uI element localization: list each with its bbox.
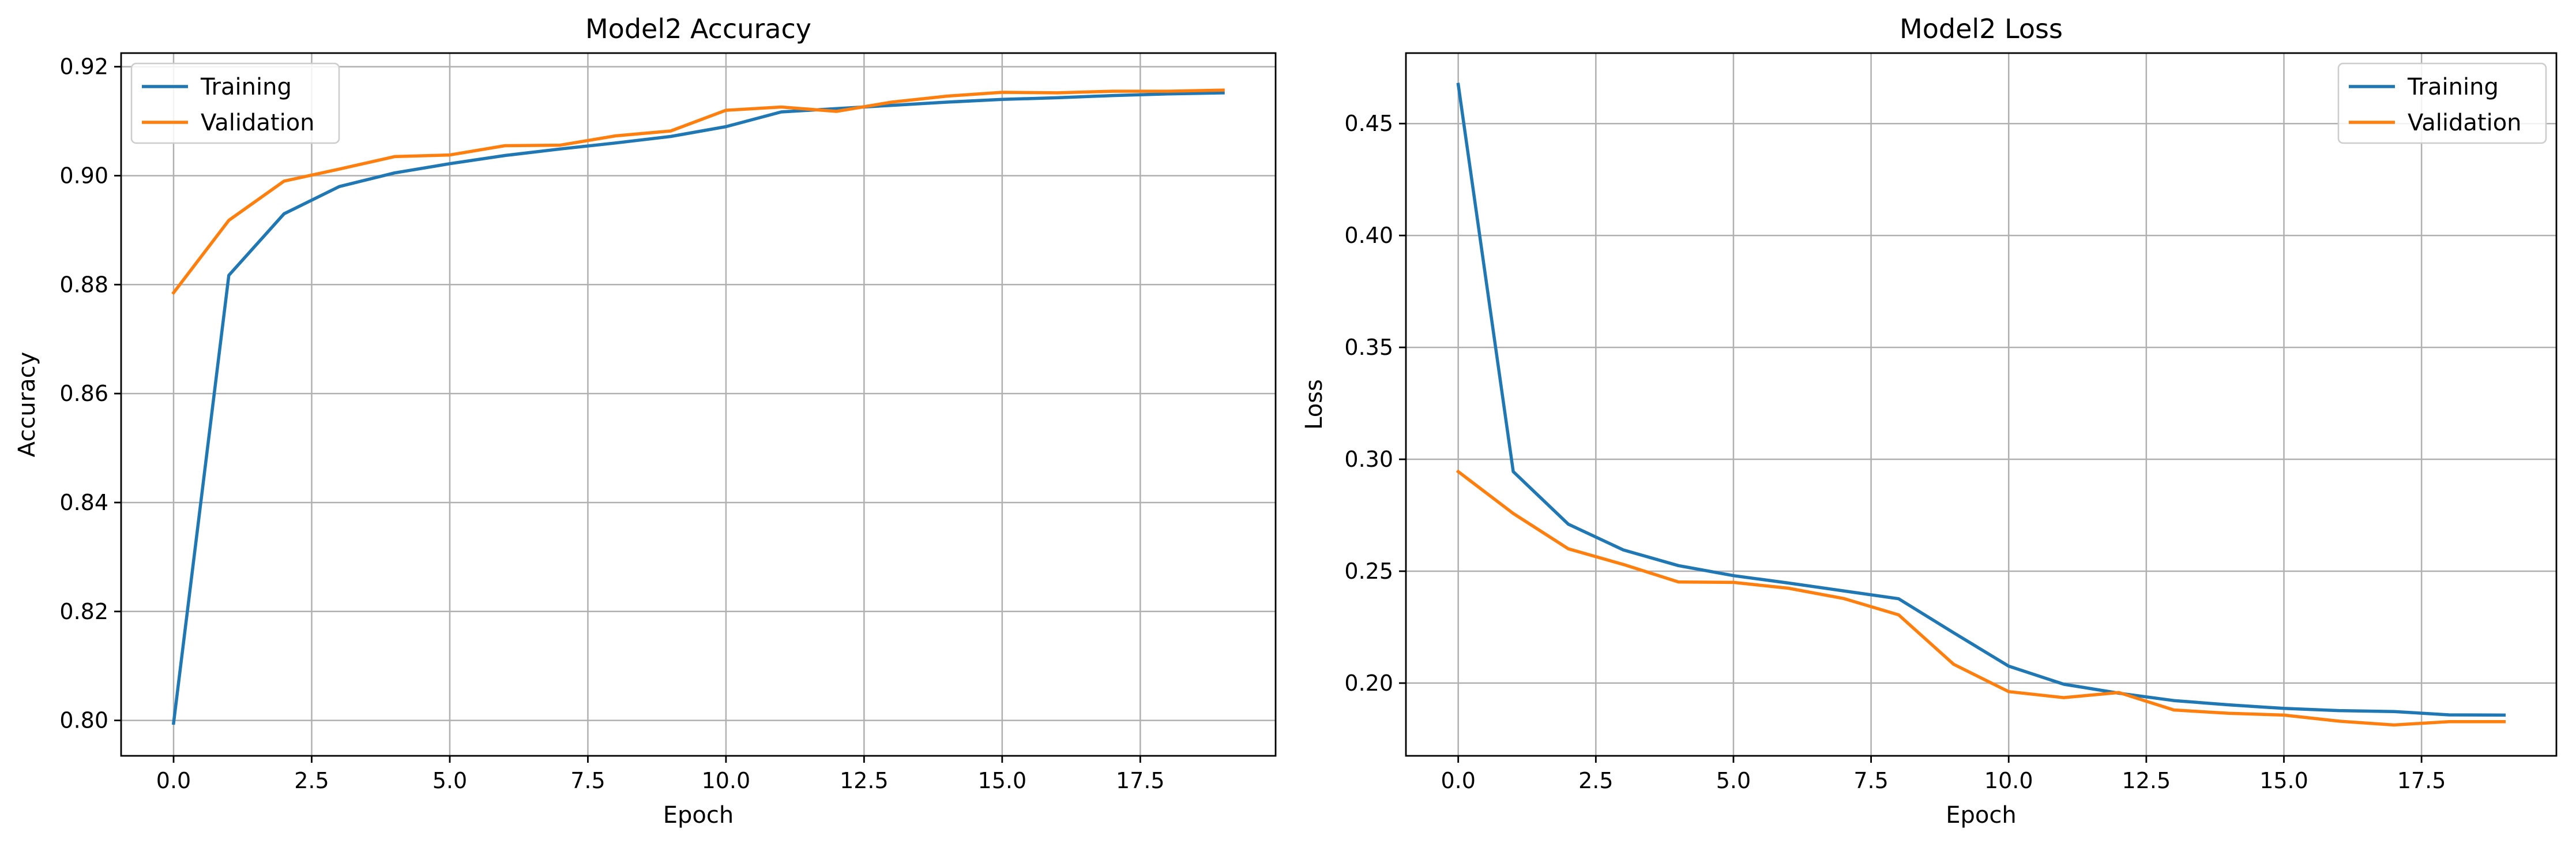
x-axis-label: Epoch (663, 802, 734, 829)
x-tick-label: 0.0 (156, 768, 191, 793)
y-tick-label: 0.84 (59, 490, 108, 515)
x-tick-label: 7.5 (1853, 768, 1888, 793)
legend-label-training: Training (2407, 74, 2499, 100)
x-tick-label: 2.5 (1578, 768, 1613, 793)
axes-frame (120, 52, 1277, 757)
y-axis: 0.80 0.82 0.84 0.86 0.88 0.90 0.92 (59, 54, 121, 733)
x-tick-label: 17.5 (1116, 768, 1165, 793)
x-tick-label: 5.0 (1716, 768, 1751, 793)
chart-panel-1: 0.0 2.5 5.0 7.5 10.0 12.5 15.0 17.5 0.80 0.82 0.84… (14, 13, 1277, 829)
y-tick-label: 0.45 (1344, 111, 1393, 136)
x-tick-label: 7.5 (570, 768, 605, 793)
legend-label-validation: Validation (201, 110, 315, 136)
y-tick-label: 0.20 (1344, 670, 1393, 696)
x-tick-label: 10.0 (702, 768, 751, 793)
x-tick-label: 15.0 (978, 768, 1027, 793)
y-tick-label: 0.35 (1344, 335, 1393, 360)
y-tick-label: 0.82 (59, 599, 108, 624)
series-line-validation (171, 88, 1225, 295)
y-tick-label: 0.25 (1344, 559, 1393, 584)
legend: Training Validation (130, 62, 340, 144)
plot-area (171, 88, 1225, 725)
y-axis-label: Loss (1301, 379, 1328, 430)
series-line-training (1456, 83, 2506, 717)
legend-label-validation: Validation (2408, 110, 2522, 136)
x-tick-label: 0.0 (1441, 768, 1475, 793)
y-axis-label: Accuracy (14, 352, 40, 458)
y-tick-label: 0.88 (59, 272, 108, 297)
chart-title: Model2 Loss (1900, 13, 2063, 44)
series-line-training (171, 91, 1225, 725)
x-tick-label: 17.5 (2397, 768, 2446, 793)
x-tick-label: 15.0 (2259, 768, 2308, 793)
x-tick-label: 2.5 (294, 768, 329, 793)
y-tick-label: 0.80 (59, 708, 108, 733)
chart-title: Model2 Accuracy (585, 13, 811, 44)
x-tick-label: 12.5 (2122, 768, 2171, 793)
y-tick-label: 0.90 (59, 163, 108, 188)
y-tick-label: 0.30 (1344, 447, 1393, 472)
x-axis: 0.0 2.5 5.0 7.5 10.0 12.5 15.0 17.5 (1441, 756, 2446, 793)
grid (121, 53, 1276, 756)
y-axis: 0.20 0.25 0.30 0.35 0.40 0.45 (1344, 111, 1406, 696)
chart-panel-2: 0.0 2.5 5.0 7.5 10.0 12.5 15.0 17.5 0.20 0.25 0.30… (1301, 13, 2558, 829)
grid (1406, 53, 2556, 756)
x-axis: 0.0 2.5 5.0 7.5 10.0 12.5 15.0 17.5 (156, 756, 1165, 793)
axes-frame (1405, 52, 2558, 757)
legend: Training Validation (2337, 62, 2547, 144)
y-tick-label: 0.40 (1344, 223, 1393, 248)
legend-label-training: Training (200, 74, 292, 100)
series-line-validation (1456, 469, 2506, 727)
x-tick-label: 5.0 (433, 768, 467, 793)
x-tick-label: 12.5 (840, 768, 889, 793)
plot-area (1456, 83, 2506, 727)
y-tick-label: 0.92 (59, 54, 108, 80)
x-tick-label: 10.0 (1984, 768, 2033, 793)
y-tick-label: 0.86 (59, 381, 108, 406)
x-axis-label: Epoch (1946, 802, 2016, 829)
